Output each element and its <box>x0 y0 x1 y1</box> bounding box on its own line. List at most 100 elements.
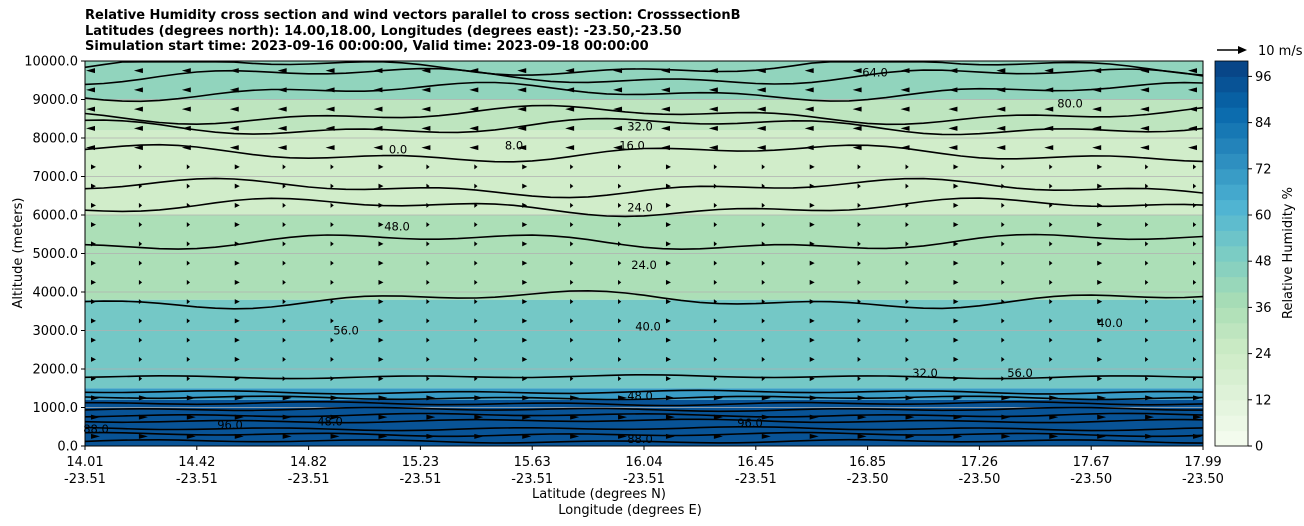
wind-arrow <box>469 87 479 93</box>
wind-arrow <box>809 414 819 420</box>
wind-arrow <box>1097 337 1103 343</box>
wind-arrow <box>91 318 96 324</box>
wind-arrow <box>852 145 862 151</box>
wind-arrow <box>234 356 240 362</box>
wind-arrow <box>522 395 532 401</box>
wind-arrow <box>618 433 628 439</box>
wind-arrow <box>1092 125 1102 131</box>
colorbar-level <box>1215 353 1248 370</box>
wind-arrow <box>713 279 718 285</box>
wind-arrow <box>1193 241 1197 247</box>
wind-arrow <box>234 395 244 401</box>
wind-arrow <box>857 318 861 324</box>
wind-arrow <box>133 106 143 112</box>
wind-arrow <box>857 376 861 382</box>
wind-arrow <box>1145 260 1149 266</box>
wind-arrow <box>1044 106 1054 112</box>
wind-arrow <box>857 260 861 266</box>
wind-arrow <box>282 395 292 401</box>
wind-arrow <box>570 202 574 208</box>
wind-arrow <box>570 318 574 324</box>
wind-arrow <box>761 279 765 285</box>
chart-title: Relative Humidity cross section and wind… <box>85 8 741 55</box>
wind-arrow <box>86 87 95 93</box>
contour-label: 0.0 <box>389 143 407 157</box>
wind-arrow <box>426 241 430 247</box>
wind-arrow <box>900 106 910 112</box>
wind-arrow <box>1140 68 1150 74</box>
wind-arrow <box>953 433 963 439</box>
wind-arrow <box>905 183 909 189</box>
wind-arrow <box>186 260 191 266</box>
x-tick-label-latitude: 17.67 <box>1073 455 1110 470</box>
wind-arrow <box>953 183 959 189</box>
wind-arrow <box>186 202 191 208</box>
wind-arrow <box>953 222 959 228</box>
wind-arrow <box>809 222 815 228</box>
wind-arrow <box>373 145 383 151</box>
wind-arrow <box>660 68 670 74</box>
x-tick-label-latitude: 16.45 <box>737 455 774 470</box>
wind-arrow <box>1193 260 1197 266</box>
humidity-band <box>85 215 1203 300</box>
wind-arrow <box>469 68 479 74</box>
colorbar-tick-label: 24 <box>1255 347 1272 362</box>
wind-arrow <box>91 395 100 401</box>
contour-label: 40.0 <box>635 320 661 334</box>
wind-arrow <box>1044 68 1054 74</box>
contour-line <box>85 104 1203 126</box>
wind-arrow <box>618 356 622 362</box>
wind-arrow <box>996 145 1006 151</box>
title-line-3: Simulation start time: 2023-09-16 00:00:… <box>85 39 649 54</box>
y-tick-label: 1000.0 <box>33 401 79 416</box>
wind-arrow <box>905 433 915 439</box>
contour-line <box>85 389 1203 395</box>
wind-arrow <box>804 68 814 74</box>
wind-arrow <box>852 68 862 74</box>
colorbar-tick-label: 60 <box>1255 209 1272 224</box>
wind-arrow <box>1001 433 1011 439</box>
wind-arrow <box>282 337 286 343</box>
wind-arrow <box>330 318 334 324</box>
wind-arrow <box>948 145 958 151</box>
wind-arrow <box>1097 395 1107 401</box>
wind-arrow <box>1193 222 1197 228</box>
wind-arrow <box>708 87 718 93</box>
contour-label: 8.0 <box>505 139 523 153</box>
wind-arrow <box>426 183 430 189</box>
wind-arrow <box>804 106 814 112</box>
title-line-2: Latitudes (degrees north): 14.00,18.00, … <box>85 23 682 39</box>
wind-arrow <box>378 414 388 420</box>
wind-arrow <box>330 395 340 401</box>
wind-arrow <box>809 241 815 247</box>
wind-arrow <box>1145 222 1149 228</box>
wind-vectors <box>86 68 1202 439</box>
colorbar-level <box>1215 292 1248 308</box>
wind-arrow <box>857 337 861 343</box>
wind-arrow <box>1097 279 1103 285</box>
wind-arrow <box>522 279 528 285</box>
humidity-band <box>85 388 1203 400</box>
wind-arrow <box>277 68 287 74</box>
wind-arrow <box>660 125 670 131</box>
wind-arrow <box>570 299 574 305</box>
wind-arrow <box>426 164 430 170</box>
x-tick-label-longitude: -23.51 <box>64 472 106 487</box>
wind-arrow <box>1193 395 1202 401</box>
wind-arrow <box>91 337 96 343</box>
wind-arrow <box>905 260 909 266</box>
wind-arrow <box>474 222 478 228</box>
wind-arrow <box>186 222 191 228</box>
wind-arrow <box>138 337 143 343</box>
wind-arrow <box>618 164 622 170</box>
wind-arrow <box>857 299 861 305</box>
wind-arrow <box>282 222 286 228</box>
wind-arrow <box>713 260 718 266</box>
wind-arrow <box>378 337 384 343</box>
wind-arrow <box>996 87 1006 93</box>
wind-arrow <box>761 414 771 420</box>
contour-label: 88.0 <box>627 432 653 446</box>
wind-arrow <box>229 125 239 131</box>
wind-arrow <box>660 87 670 93</box>
wind-arrow <box>181 87 191 93</box>
